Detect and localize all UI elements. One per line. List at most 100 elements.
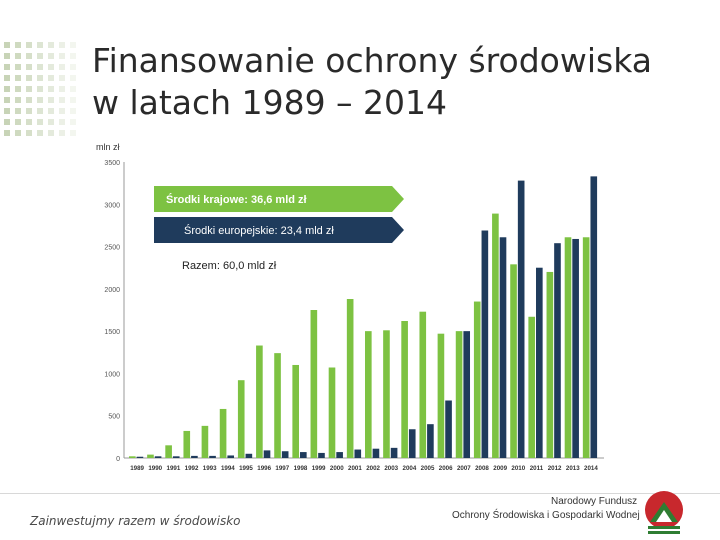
decor-dot (37, 64, 43, 70)
bar-krajowe (582, 237, 590, 458)
decor-dot (15, 64, 21, 70)
x-tick-label: 1993 (203, 465, 217, 472)
decor-dot (37, 108, 43, 114)
decor-dot (26, 75, 32, 81)
decor-dot (37, 42, 43, 48)
x-tick-label: 1999 (312, 465, 326, 472)
decor-dot (4, 75, 10, 81)
decor-dot (37, 53, 43, 59)
bar-europejskie (136, 456, 144, 458)
decor-dot (37, 119, 43, 125)
bar-krajowe (437, 333, 445, 458)
decorative-dot-pattern (4, 42, 76, 136)
decor-dot (48, 97, 54, 103)
bar-europejskie (354, 449, 362, 458)
x-tick-label: 2002 (366, 465, 380, 472)
bar-krajowe (219, 408, 227, 458)
x-tick-label: 2004 (403, 465, 417, 472)
chart-canvas: mln zł 0 500 1000 1500 2000 2500 3000 3500 1989… (96, 142, 604, 472)
bar-krajowe (346, 299, 354, 458)
x-tick-label: 2006 (439, 465, 453, 472)
bar-krajowe (237, 380, 245, 458)
bar-europejskie (554, 243, 561, 458)
bar-krajowe (256, 345, 263, 458)
bar-krajowe (546, 271, 554, 458)
decor-dot (48, 64, 54, 70)
bar-europejskie (336, 452, 343, 458)
bar-europejskie (590, 176, 598, 458)
decor-dot (15, 108, 21, 114)
decor-dot (59, 130, 65, 136)
x-tick-label: 1997 (275, 465, 289, 472)
bar-europejskie (408, 429, 416, 458)
decor-dot (70, 53, 76, 59)
nfosigw-logo: Narodowy Fundusz Ochrony Środowiska i Go… (450, 488, 720, 540)
x-tick-label: 2012 (548, 465, 562, 472)
bar-europejskie (499, 237, 507, 458)
decor-dot (4, 64, 10, 70)
decor-dot (70, 119, 76, 125)
x-tick-label: 1995 (239, 465, 253, 472)
decor-dot (26, 108, 32, 114)
bar-krajowe (292, 364, 300, 458)
x-tick-label: 1998 (294, 465, 308, 472)
x-tick-label: 1996 (257, 465, 271, 472)
logo-text-line-2: Ochrony Środowiska i Gospodarki Wodnej (452, 510, 640, 521)
bar-krajowe (528, 316, 536, 458)
bar-krajowe (274, 353, 281, 458)
decor-dot (48, 108, 54, 114)
x-tick-label: 2014 (584, 465, 598, 472)
decor-dot (59, 97, 65, 103)
decor-dot (48, 42, 54, 48)
x-tick-label: 2013 (566, 465, 580, 472)
bar-europejskie (427, 424, 434, 458)
decor-dot (70, 97, 76, 103)
decor-dot (15, 97, 21, 103)
y-axis-label: mln zł (96, 142, 120, 152)
x-tick-label: 2001 (348, 465, 362, 472)
y-tick-label: 1500 (104, 329, 120, 336)
x-tick-label: 1992 (185, 465, 199, 472)
bar-krajowe (201, 425, 209, 458)
decor-dot (70, 108, 76, 114)
decor-dot (59, 53, 65, 59)
total-label: Razem: 60,0 mld zł (182, 260, 277, 272)
logo-text-line-1: Narodowy Fundusz (551, 496, 638, 507)
bar-europejskie (209, 455, 216, 458)
y-tick-label: 0 (116, 456, 120, 463)
decor-dot (4, 53, 10, 59)
title-line-1: Finansowanie ochrony środowiska (92, 41, 652, 80)
decor-dot (26, 119, 32, 125)
decor-dot (4, 42, 10, 48)
x-tick-label: 2000 (330, 465, 344, 472)
decor-dot (59, 108, 65, 114)
bar-europejskie (372, 448, 380, 458)
bar-europejskie (318, 452, 325, 458)
decor-dot (70, 130, 76, 136)
bar-krajowe (383, 330, 390, 458)
bar-chart: mln zł 0 500 1000 1500 2000 2500 3000 3500 1989… (90, 140, 610, 480)
decor-dot (4, 97, 10, 103)
x-tick-label: 2008 (475, 465, 489, 472)
decor-dot (26, 42, 32, 48)
footer-slogan: Zainwestujmy razem w środowisko (30, 514, 241, 528)
bar-europejskie (300, 452, 307, 458)
bar-krajowe (401, 320, 408, 458)
x-tick-label: 2011 (530, 465, 544, 472)
decor-dot (70, 64, 76, 70)
decor-dot (26, 86, 32, 92)
bar-europejskie (481, 230, 489, 458)
decor-dot (70, 42, 76, 48)
x-tick-label: 2009 (493, 465, 507, 472)
decor-dot (70, 86, 76, 92)
x-tick-label: 1994 (221, 465, 235, 472)
decor-dot (48, 130, 54, 136)
decor-dot (15, 42, 21, 48)
x-tick-label: 2005 (421, 465, 435, 472)
decor-dot (15, 75, 21, 81)
banner-krajowe-label: Środki krajowe: 36,6 mld zł (166, 193, 307, 206)
banner-krajowe (154, 186, 404, 212)
bar-krajowe (328, 367, 336, 458)
decor-dot (15, 119, 21, 125)
decor-dot (70, 75, 76, 81)
